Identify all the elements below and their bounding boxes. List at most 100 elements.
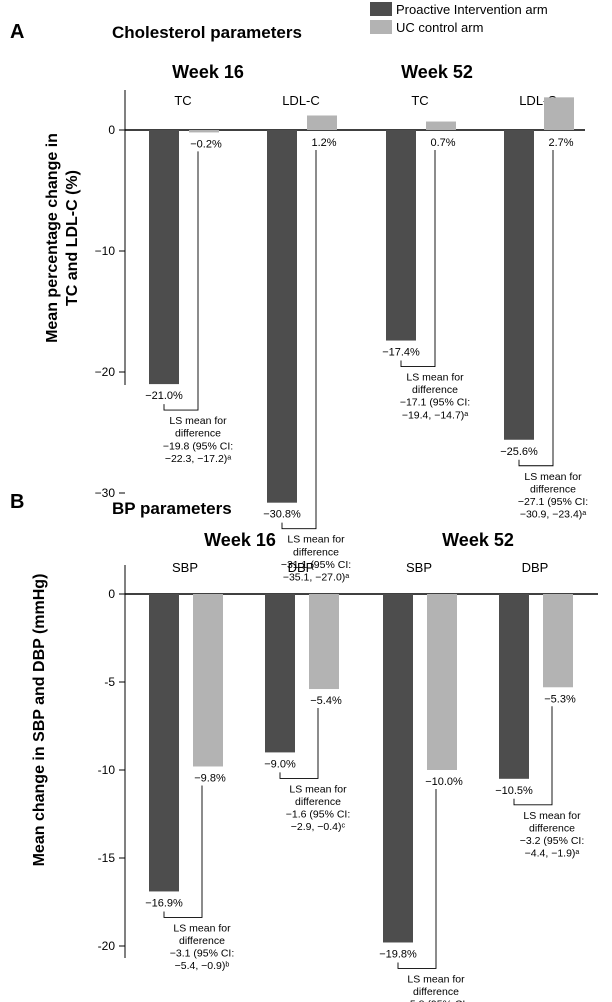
data-label-intervention: −30.8% (263, 509, 301, 521)
annotation-line: −30.9, −23.4)ᵃ (520, 509, 586, 521)
annotation-line: −2.9, −0.4)ᶜ (291, 821, 346, 833)
data-label-intervention: −16.9% (145, 897, 183, 909)
bar-control (543, 594, 573, 688)
difference-annotation: LS mean for difference −3.2 (95% CI: −4.4, … (520, 810, 585, 860)
y-tick-label: −30 (95, 486, 116, 500)
bar-intervention (499, 594, 529, 779)
data-label-control: −5.4% (310, 695, 342, 707)
difference-bracket (518, 150, 554, 467)
difference-bracket (163, 785, 203, 918)
y-axis-label: Mean percentage change in TC and LDL-C (%… (44, 133, 81, 343)
annotation-line: difference (179, 935, 225, 947)
annotation-line: −31.1 (95% CI: (281, 559, 351, 571)
category-label: DBP (288, 560, 315, 575)
panel-a-title: Cholesterol parameters (112, 23, 302, 42)
bar-intervention (383, 594, 413, 943)
annotation-line: difference (295, 796, 341, 808)
data-label-control: 0.7% (430, 137, 455, 149)
difference-annotation: LS mean for difference −17.1 (95% CI: −19.4… (400, 372, 470, 422)
week-label: Week 16 (204, 530, 276, 550)
annotation-line: difference (412, 384, 458, 396)
data-label-control: 2.7% (548, 137, 573, 149)
y-axis-label-line: Mean change in SBP and DBP (mmHg) (31, 574, 48, 867)
difference-annotation: LS mean for difference −19.8 (95% CI: −22.3… (163, 415, 233, 465)
bar-intervention (265, 594, 295, 753)
y-axis-label-line: Mean percentage change in (44, 133, 61, 343)
annotation-line: difference (530, 483, 576, 495)
annotation-line: LS mean for (523, 810, 581, 822)
week-label: Week 52 (401, 62, 473, 82)
bar-control (307, 115, 337, 130)
annotation-line: difference (529, 822, 575, 834)
bar-intervention (386, 130, 416, 341)
panel-b-plot: 0 -5 -10 -15 -20 Mean change in SBP and DBP (… (31, 530, 598, 1002)
difference-bracket (279, 708, 319, 779)
bar-intervention (267, 130, 297, 503)
annotation-line: LS mean for (169, 415, 227, 427)
category-label: TC (174, 93, 191, 108)
category-label: SBP (172, 560, 198, 575)
data-label-control: −5.3% (544, 693, 576, 705)
week-label: Week 52 (442, 530, 514, 550)
annotation-line: −22.3, −17.2)ᵃ (165, 453, 231, 465)
legend-label-control: UC control arm (396, 20, 483, 35)
category-label: SBP (406, 560, 432, 575)
y-tick-label: −10 (95, 244, 116, 258)
annotation-line: −5.8 (95% CI: (404, 999, 469, 1002)
y-tick-label: -15 (98, 851, 116, 865)
data-label-intervention: −10.5% (495, 785, 533, 797)
data-label-intervention: −19.8% (379, 948, 417, 960)
annotation-line: LS mean for (406, 372, 464, 384)
annotation-line: −1.6 (95% CI: (286, 809, 351, 821)
panel-b-letter: B (10, 491, 24, 513)
category-label: DBP (522, 560, 549, 575)
bar-intervention (149, 130, 179, 385)
y-axis-label-line: TC and LDL-C (%) (64, 170, 81, 306)
y-tick-label: -20 (98, 939, 116, 953)
annotation-line: LS mean for (287, 534, 345, 546)
category-label: LDL-C (282, 93, 320, 108)
data-label-control: −9.8% (194, 772, 226, 784)
data-label-intervention: −21.0% (145, 390, 183, 402)
legend-label-intervention: Proactive Intervention arm (396, 2, 548, 17)
annotation-line: −3.2 (95% CI: (520, 835, 585, 847)
difference-bracket (163, 151, 199, 411)
annotation-line: −5.4, −0.9)ᵇ (175, 960, 230, 972)
data-label-control: −0.2% (190, 138, 222, 150)
annotation-line: LS mean for (173, 922, 231, 934)
bar-intervention (149, 594, 179, 892)
bar-control (427, 594, 457, 770)
annotation-line: difference (175, 428, 221, 440)
annotation-line: −17.1 (95% CI: (400, 397, 470, 409)
difference-bracket (400, 150, 436, 367)
annotation-line: LS mean for (407, 973, 465, 985)
difference-annotation: LS mean for difference −3.1 (95% CI: −5.4, … (170, 922, 235, 972)
difference-bracket (397, 789, 437, 969)
bar-control (189, 130, 219, 133)
data-label-intervention: −9.0% (264, 758, 296, 770)
annotation-line: −19.4, −14.7)ᵃ (402, 409, 468, 421)
data-label-control: 1.2% (311, 137, 336, 149)
annotation-line: difference (413, 986, 459, 998)
bar-control (309, 594, 339, 690)
y-tick-label: -10 (98, 763, 116, 777)
bar-control (193, 594, 223, 767)
data-label-intervention: −25.6% (500, 446, 538, 458)
data-label-intervention: −17.4% (382, 347, 420, 359)
annotation-line: −19.8 (95% CI: (163, 440, 233, 452)
bar-control (544, 97, 574, 130)
y-tick-label: 0 (108, 123, 115, 137)
week-label: Week 16 (172, 62, 244, 82)
annotation-line: LS mean for (289, 783, 347, 795)
panel-b-title: BP parameters (112, 499, 232, 518)
annotation-line: −27.1 (95% CI: (518, 496, 588, 508)
difference-annotation: LS mean for difference −1.6 (95% CI: −2.9, … (286, 783, 351, 833)
annotation-line: −35.1, −27.0)ᵃ (283, 571, 349, 583)
annotation-line: difference (293, 546, 339, 558)
difference-annotation: LS mean for difference −27.1 (95% CI: −30.9… (518, 471, 588, 521)
legend-swatch-intervention (370, 2, 392, 16)
panel-a-letter: A (10, 21, 24, 43)
difference-annotation: LS mean for difference −31.1 (95% CI: −35.1… (281, 534, 351, 584)
